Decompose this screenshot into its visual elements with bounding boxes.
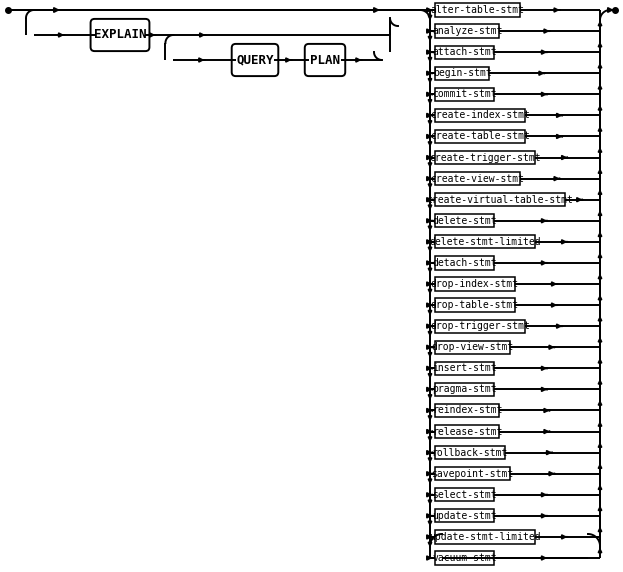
FancyBboxPatch shape	[435, 530, 535, 543]
Text: begin-stmt: begin-stmt	[433, 68, 492, 78]
FancyBboxPatch shape	[435, 467, 510, 480]
FancyBboxPatch shape	[435, 488, 495, 502]
FancyBboxPatch shape	[435, 235, 535, 248]
Text: create-table-stmt: create-table-stmt	[430, 132, 530, 141]
FancyBboxPatch shape	[435, 340, 510, 354]
Text: insert-stmt: insert-stmt	[432, 363, 497, 374]
Text: drop-index-stmt: drop-index-stmt	[430, 279, 519, 289]
Text: alter-table-stmt: alter-table-stmt	[430, 5, 525, 15]
Text: create-view-stmt: create-view-stmt	[430, 174, 525, 184]
FancyBboxPatch shape	[435, 25, 500, 38]
Text: create-trigger-stmt: create-trigger-stmt	[429, 153, 541, 162]
Text: drop-table-stmt: drop-table-stmt	[430, 300, 519, 310]
Text: delete-stmt-limited: delete-stmt-limited	[429, 237, 541, 247]
FancyBboxPatch shape	[435, 404, 500, 417]
Text: PLAN: PLAN	[310, 54, 340, 66]
Text: EXPLAIN: EXPLAIN	[93, 29, 146, 42]
FancyBboxPatch shape	[435, 193, 565, 206]
Text: savepoint-stmt: savepoint-stmt	[431, 468, 513, 479]
Text: pragma-stmt: pragma-stmt	[432, 384, 497, 394]
Text: attach-stmt: attach-stmt	[432, 47, 497, 57]
FancyBboxPatch shape	[435, 151, 535, 164]
FancyBboxPatch shape	[435, 362, 495, 375]
FancyBboxPatch shape	[90, 19, 150, 51]
FancyBboxPatch shape	[435, 88, 495, 101]
FancyBboxPatch shape	[435, 299, 515, 312]
Text: create-virtual-table-stmt: create-virtual-table-stmt	[427, 194, 573, 205]
FancyBboxPatch shape	[232, 44, 278, 76]
FancyBboxPatch shape	[435, 130, 525, 143]
Text: update-stmt-limited: update-stmt-limited	[429, 532, 541, 542]
Text: select-stmt: select-stmt	[432, 490, 497, 500]
Text: create-index-stmt: create-index-stmt	[430, 110, 530, 120]
Text: release-stmt: release-stmt	[432, 427, 503, 436]
FancyBboxPatch shape	[435, 277, 515, 291]
Text: analyze-stmt: analyze-stmt	[432, 26, 503, 36]
FancyBboxPatch shape	[435, 425, 500, 438]
Text: drop-trigger-stmt: drop-trigger-stmt	[430, 321, 530, 331]
Text: delete-stmt: delete-stmt	[432, 216, 497, 226]
FancyBboxPatch shape	[435, 214, 495, 228]
FancyBboxPatch shape	[435, 3, 520, 17]
FancyBboxPatch shape	[435, 551, 495, 565]
Text: rollback-stmt: rollback-stmt	[432, 448, 508, 458]
Text: reindex-stmt: reindex-stmt	[432, 406, 503, 415]
Text: commit-stmt: commit-stmt	[432, 89, 497, 100]
Text: detach-stmt: detach-stmt	[432, 258, 497, 268]
Text: QUERY: QUERY	[236, 54, 273, 66]
FancyBboxPatch shape	[435, 256, 495, 269]
FancyBboxPatch shape	[435, 320, 525, 333]
Text: vacuum-stmt: vacuum-stmt	[432, 553, 497, 563]
FancyBboxPatch shape	[435, 109, 525, 122]
FancyBboxPatch shape	[435, 383, 495, 396]
FancyBboxPatch shape	[435, 172, 520, 185]
FancyBboxPatch shape	[435, 446, 505, 459]
FancyBboxPatch shape	[305, 44, 345, 76]
Text: drop-view-stmt: drop-view-stmt	[431, 342, 513, 352]
FancyBboxPatch shape	[435, 66, 490, 80]
FancyBboxPatch shape	[435, 46, 495, 59]
Text: update-stmt: update-stmt	[432, 511, 497, 521]
FancyBboxPatch shape	[435, 509, 495, 522]
